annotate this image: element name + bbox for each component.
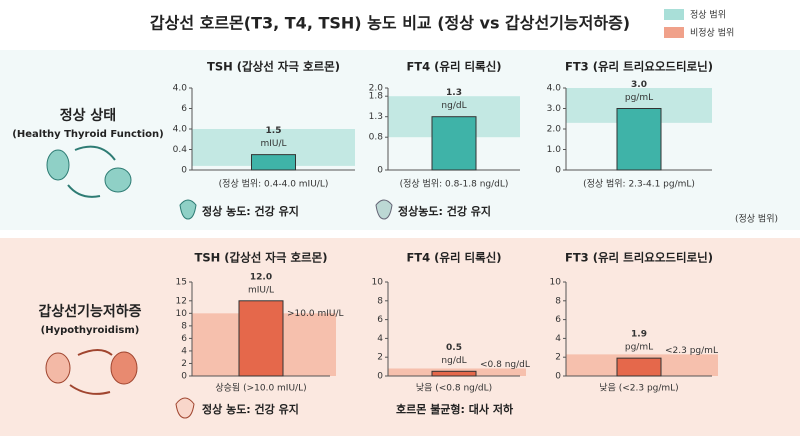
unit-label: pg/mL [625,93,653,103]
chart-title: TSH (갑상선 자극 호르몬) [195,251,328,265]
y-tick-label: 3.0 [547,104,562,114]
y-tick-label: 2 [555,353,561,363]
threshold-label: <2.3 pg/mL [665,346,718,356]
normal-panel [0,50,800,230]
value-label: 1.9 [631,330,647,340]
chart-title: FT4 (유리 티록신) [406,251,501,265]
chart-caption: (정상 범위: 0.8-1.8 ng/dL) [400,179,509,190]
caption: 정상 농도: 건강 유지 [202,402,299,416]
value-label: 3.0 [631,80,647,90]
note: (정상 범위) [735,214,778,225]
y-tick-label: 6 [181,334,187,344]
y-tick-label: 0 [377,166,383,176]
row-sublabel: (Healthy Thyroid Function) [12,129,163,140]
bar [238,300,284,377]
chart-caption: (정상 범위: 2.3-4.1 pg/mL) [583,179,695,190]
y-tick-label: 0 [555,372,561,382]
legend-label: 비정상 범위 [690,28,734,39]
y-tick-label: 4.0 [547,84,562,94]
bar [251,154,296,171]
legend-label: 정상 범위 [690,10,726,21]
bar [431,116,477,171]
caption: 호르몬 불균형: 대사 저하 [396,402,514,416]
threshold-label: <0.8 ng/dL [480,360,530,370]
legend-swatch [664,9,684,20]
value-label: 12.0 [250,272,272,282]
chart-title: FT3 (유리 트리요오드티로닌) [565,60,713,74]
value-label: 0.5 [446,343,462,353]
row-label: 정상 상태 [60,107,116,124]
small-icon [179,199,197,220]
bar [431,370,477,377]
y-tick-label: 4 [555,334,561,344]
chart-title: TSH (갑상선 자극 호르몬) [207,60,340,74]
y-tick-label: 8 [181,321,187,331]
hypo-panel [0,238,800,436]
caption: 정상농도: 건강 유지 [398,204,491,218]
chart-title: FT3 (유리 트리요오드티로닌) [565,251,713,265]
y-tick-label: 0.8 [369,133,384,143]
unit-label: ng/dL [441,356,466,366]
y-tick-label: 0 [181,166,187,176]
y-tick-label: 10 [550,278,562,288]
y-tick-label: 1.0 [547,145,562,155]
y-tick-label: 6 [377,315,383,325]
chart-caption: 낮음 (<2.3 pg/mL) [599,383,678,394]
unit-label: mIU/L [260,139,286,149]
unit-label: ng/dL [441,101,466,111]
y-tick-label: 0 [555,166,561,176]
chart-caption: (정상 범위: 0.4-4.0 mIU/L) [219,179,329,190]
y-tick-label: 4 [181,346,187,356]
y-tick-label: 6 [181,104,187,114]
y-tick-label: 4 [377,334,383,344]
page-title: 갑상선 호르몬(T3, T4, TSH) 농도 비교 (정상 vs 갑상선기능저… [150,14,630,33]
y-tick-label: 1.3 [369,112,383,122]
chart-caption: 상승됨 (>10.0 mIU/L) [215,382,306,394]
chart-caption: 낮음 (<0.8 ng/dL) [416,383,492,394]
chart-title: FT4 (유리 티록신) [406,60,501,74]
small-icon [175,397,195,419]
unit-label: pg/mL [625,343,653,353]
caption: 정상 농도: 건강 유지 [202,204,299,218]
value-label: 1.5 [266,126,282,136]
y-tick-label: 10 [176,309,188,319]
y-tick-label: 0 [181,372,187,382]
legend-swatch [664,27,684,38]
y-tick-label: 10 [372,278,384,288]
y-tick-label: 15 [176,278,187,288]
value-label: 1.3 [446,88,462,98]
y-tick-label: 8 [377,296,383,306]
y-tick-label: 0.4 [173,145,188,155]
y-tick-label: 2.0 [369,84,384,94]
y-tick-label: 8 [555,296,561,306]
y-tick-label: 1.8 [369,92,384,102]
y-tick-label: 2 [181,359,187,369]
row-label: 갑상선기능저하증 [38,303,141,320]
y-tick-label: 6 [555,315,561,325]
y-tick-label: 2 [377,353,383,363]
y-tick-label: 4.0 [173,125,188,135]
thyroid-icon [46,145,132,198]
bar [616,108,662,171]
y-tick-label: 0 [377,372,383,382]
row-sublabel: (Hypothyroidism) [41,325,140,336]
y-tick-label: 12 [176,296,187,306]
y-tick-label: 4.0 [173,84,188,94]
unit-label: mIU/L [248,285,274,295]
thyroid-icon [45,349,138,395]
bar [616,357,662,377]
y-tick-label: 2.0 [547,125,562,135]
threshold-label: >10.0 mIU/L [287,309,344,319]
small-icon [375,199,393,220]
